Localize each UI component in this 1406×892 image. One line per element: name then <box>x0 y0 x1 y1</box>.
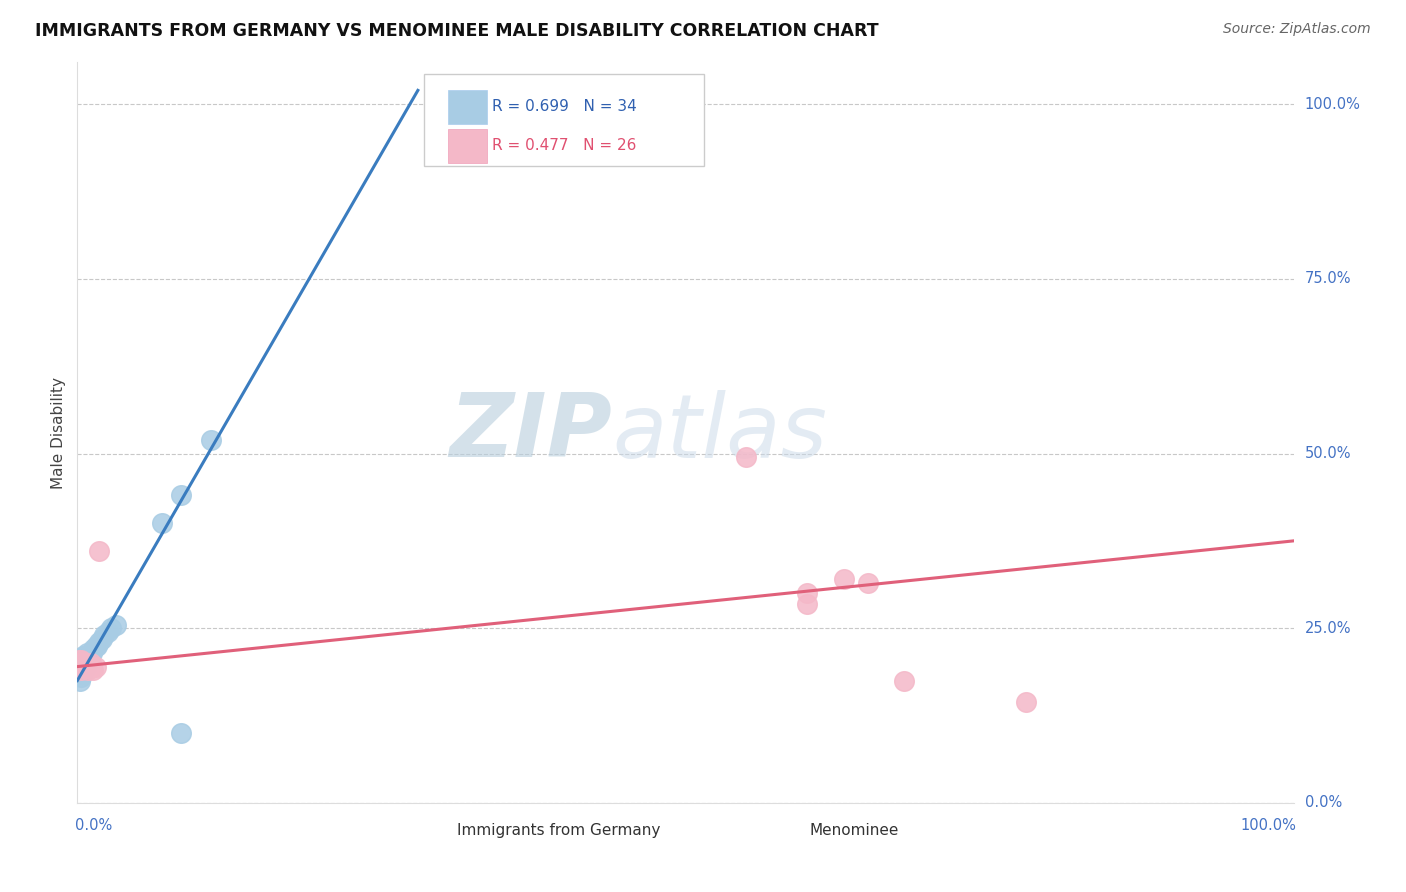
Point <box>80 646 103 660</box>
FancyBboxPatch shape <box>449 90 488 124</box>
Point <box>796 586 818 600</box>
Point <box>76 646 98 660</box>
Point <box>200 433 222 447</box>
Point <box>70 652 93 666</box>
Text: 100.0%: 100.0% <box>1305 97 1361 112</box>
Point <box>70 652 93 666</box>
Point <box>70 659 93 673</box>
Point <box>75 659 97 673</box>
Text: 25.0%: 25.0% <box>1305 621 1351 636</box>
Point <box>75 656 97 670</box>
Text: 0.0%: 0.0% <box>1305 796 1341 810</box>
Point <box>76 659 98 673</box>
FancyBboxPatch shape <box>415 815 451 845</box>
Point <box>72 659 94 673</box>
Point <box>76 656 98 670</box>
Point <box>73 656 96 670</box>
Point <box>73 656 96 670</box>
Point <box>67 652 90 666</box>
Point <box>89 544 111 558</box>
Point <box>82 642 104 657</box>
Point <box>93 628 115 642</box>
Point <box>70 659 93 673</box>
FancyBboxPatch shape <box>449 129 488 163</box>
Point <box>70 656 93 670</box>
Text: Source: ZipAtlas.com: Source: ZipAtlas.com <box>1223 22 1371 37</box>
Point <box>82 663 104 677</box>
Point <box>97 624 120 639</box>
Point <box>70 659 93 673</box>
Point <box>89 635 111 649</box>
Point <box>152 516 174 531</box>
Text: Immigrants from Germany: Immigrants from Germany <box>457 823 661 838</box>
Point <box>69 656 91 670</box>
Point <box>67 659 90 673</box>
FancyBboxPatch shape <box>768 815 804 845</box>
Point <box>77 663 100 677</box>
Point <box>77 652 100 666</box>
Text: 50.0%: 50.0% <box>1305 446 1351 461</box>
Point <box>84 659 107 673</box>
Point <box>796 597 818 611</box>
Y-axis label: Male Disability: Male Disability <box>51 376 66 489</box>
Point <box>80 656 103 670</box>
Point <box>856 575 879 590</box>
Point <box>69 663 91 677</box>
Point <box>170 726 193 740</box>
Point <box>70 670 93 684</box>
Text: IMMIGRANTS FROM GERMANY VS MENOMINEE MALE DISABILITY CORRELATION CHART: IMMIGRANTS FROM GERMANY VS MENOMINEE MAL… <box>35 22 879 40</box>
Point <box>70 666 93 681</box>
Point <box>80 646 103 660</box>
Text: R = 0.699   N = 34: R = 0.699 N = 34 <box>492 99 637 114</box>
Text: 75.0%: 75.0% <box>1305 271 1351 286</box>
Text: R = 0.477   N = 26: R = 0.477 N = 26 <box>492 138 637 153</box>
Point <box>80 659 103 673</box>
Point <box>72 663 94 677</box>
Text: atlas: atlas <box>613 390 827 475</box>
Point <box>75 659 97 673</box>
Point <box>67 659 90 673</box>
Point <box>100 621 122 635</box>
Point <box>73 659 96 673</box>
Point <box>90 632 112 646</box>
Text: Menominee: Menominee <box>810 823 898 838</box>
Point <box>170 488 193 502</box>
Point <box>86 639 108 653</box>
Point <box>735 450 758 464</box>
Point <box>832 572 855 586</box>
Point <box>105 617 128 632</box>
Text: ZIP: ZIP <box>450 389 613 476</box>
Point <box>1015 694 1038 708</box>
Text: 100.0%: 100.0% <box>1240 818 1296 832</box>
Point <box>893 673 915 688</box>
Point <box>69 659 91 673</box>
Point <box>72 649 94 664</box>
Point <box>79 649 101 664</box>
Point <box>79 659 101 673</box>
Point <box>69 666 91 681</box>
Point <box>84 639 107 653</box>
Point <box>70 663 93 677</box>
Point <box>69 673 91 688</box>
Text: 0.0%: 0.0% <box>75 818 112 832</box>
FancyBboxPatch shape <box>425 73 703 166</box>
